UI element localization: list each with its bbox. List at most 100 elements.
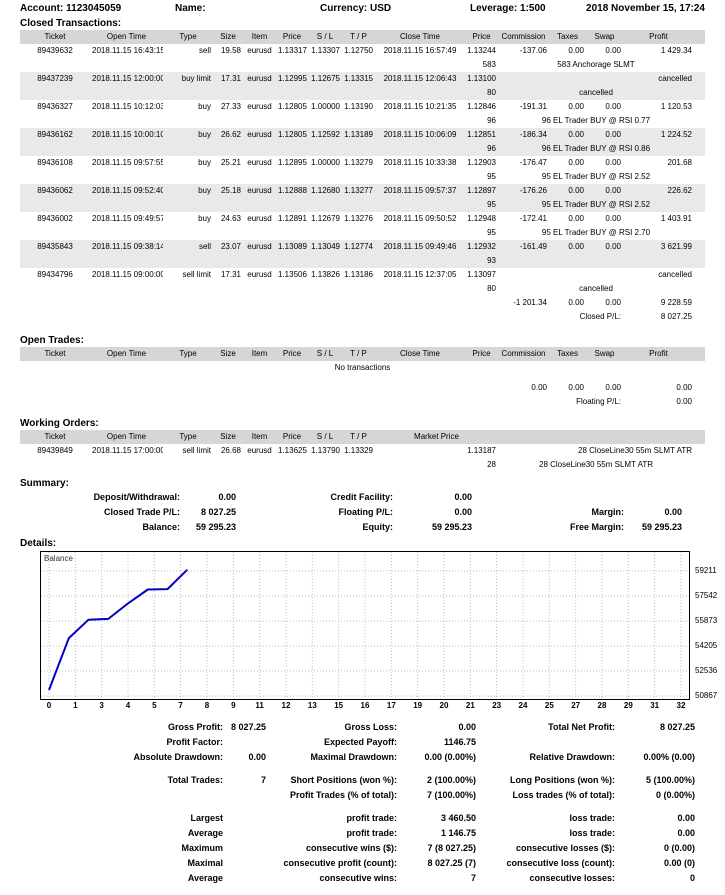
- trade-close-price: 1.12948: [467, 214, 496, 223]
- wo-price: 1.13625: [278, 446, 307, 455]
- trade-swap: 0.00: [605, 214, 621, 223]
- column-header-profit: Profit: [623, 30, 694, 44]
- trade-comment: 95 EL Trader BUY @ RSI 2.52: [541, 172, 651, 181]
- wo-tp: 1.13329: [344, 446, 373, 455]
- floating-pl-row: Floating P/L: 0.00: [20, 395, 705, 409]
- statistics-table: Gross Profit: 8 027.25 Gross Loss: 0.00 Tota…: [20, 720, 705, 886]
- credit-value: 0.00: [454, 492, 472, 502]
- wo-size: 26.68: [220, 446, 241, 455]
- stats-value: 0.00: [677, 813, 695, 823]
- margin-value: 0.00: [664, 507, 682, 517]
- stats-row: Total Trades: 7 Short Positions (won %): 2 …: [20, 773, 705, 788]
- trade-profit: 226.62: [623, 184, 694, 198]
- trade-filler: [694, 170, 705, 184]
- balance-line: [48, 568, 188, 691]
- x-tick-label: 21: [465, 701, 475, 710]
- stats-row: Absolute Drawdown: 0.00 Maximal Drawdown: 0…: [20, 750, 705, 765]
- trade-sl: 1.12675: [308, 72, 342, 86]
- trade-type: buy: [163, 184, 213, 198]
- x-tick-label: 9: [231, 701, 236, 710]
- no-transactions-row: No transactions: [20, 361, 705, 375]
- stats-value: 0 (0.00%): [655, 790, 695, 800]
- trade-row: 89434796 2018.11.15 09:00:00 sell limit 17.…: [20, 268, 705, 282]
- trade-close-price: 1.12897: [465, 184, 498, 198]
- trade-tp: 1.13315: [342, 72, 375, 86]
- trade-item: eurusd: [247, 158, 272, 167]
- trade-price: 1.12805: [278, 102, 307, 111]
- trade-size: 25.18: [213, 184, 243, 198]
- column-header-price: Price: [465, 30, 498, 44]
- x-tick-label: 25: [544, 701, 554, 710]
- working-order-subrow: 28 28 CloseLine30 55m SLMT ATR: [20, 458, 705, 472]
- trade-tp: 1.12774: [342, 240, 375, 254]
- floating-label: Floating P/L:: [338, 507, 394, 517]
- column-header-size: Size: [213, 30, 243, 44]
- wo-market-price: 1.13187: [467, 446, 496, 455]
- stats-filler: [697, 720, 705, 735]
- trade-magic: 583: [482, 60, 496, 69]
- stats-value: 7: [470, 873, 476, 883]
- stats-filler: [697, 841, 705, 856]
- trade-price: 1.12995: [276, 72, 308, 86]
- column-header-commission: Commission: [498, 347, 549, 361]
- trade-blank: [20, 198, 465, 212]
- y-tick-label: 52536: [695, 666, 718, 675]
- column-header-close-time: Close Time: [375, 347, 465, 361]
- trade-close-time: 2018.11.15 10:33:38: [383, 158, 457, 167]
- trade-open-time: 2018.11.15 10:00:10: [90, 128, 163, 142]
- summary-title: Summary:: [20, 478, 69, 489]
- trade-ticket: 89436062: [20, 184, 90, 198]
- stats-value: 0.00 (0): [663, 858, 695, 868]
- trade-magic: 93: [465, 254, 498, 268]
- currency-value: USD: [370, 3, 392, 14]
- stats-label: Total Trades:: [167, 775, 223, 785]
- stats-row: Gross Profit: 8 027.25 Gross Loss: 0.00 Tota…: [20, 720, 705, 735]
- x-tick-label: 31: [650, 701, 660, 710]
- trade-item: eurusd: [247, 46, 272, 55]
- name-label: Name:: [175, 3, 206, 14]
- x-tick-label: 0: [46, 701, 52, 710]
- stats-label: Absolute Drawdown:: [133, 752, 224, 762]
- trade-close-time: 2018.11.15 09:57:37: [375, 184, 465, 198]
- leverage-value: 1:500: [520, 3, 546, 14]
- stats-filler: [697, 788, 705, 803]
- trade-row: 89436108 2018.11.15 09:57:55 buy 25.21 eurus…: [20, 156, 705, 170]
- trade-comment-row: 583 583 Anchorage SLMT: [20, 58, 705, 72]
- column-header-market-price: Market Price: [375, 430, 498, 444]
- account-field: Account: 1123045059: [20, 3, 121, 14]
- y-tick-label: 54205: [695, 641, 718, 650]
- stats-label: Short Positions (won %):: [290, 775, 398, 785]
- trade-blank: [20, 58, 465, 72]
- trade-taxes: 0.00: [568, 46, 584, 55]
- trade-magic: 80: [465, 86, 498, 100]
- account-label: Account:: [20, 3, 64, 14]
- column-header-type: Type: [163, 347, 213, 361]
- column-header-price: Price: [276, 347, 308, 361]
- stats-value: 0: [689, 873, 695, 883]
- trade-ticket: 89436162: [20, 128, 90, 142]
- deposit-value: 0.00: [218, 492, 236, 502]
- trade-blank: [20, 170, 465, 184]
- trade-ticket: 89436002: [37, 214, 73, 223]
- column-header-type: Type: [163, 430, 213, 444]
- stats-label: Loss trades (% of total):: [512, 790, 615, 800]
- trade-magic: 96: [487, 116, 496, 125]
- trade-size: 27.33: [220, 102, 241, 111]
- stats-label: Largest: [190, 813, 223, 823]
- closed-total-taxes: 0.00: [568, 298, 584, 307]
- trade-type: sell: [163, 240, 213, 254]
- currency-label: Currency:: [320, 3, 368, 14]
- y-tick-label: 55873: [695, 616, 718, 625]
- stats-label: profit trade:: [346, 828, 398, 838]
- trade-filler: [694, 268, 705, 282]
- stats-value: [617, 735, 697, 750]
- column-header-ticket: Ticket: [20, 347, 90, 361]
- stats-spacer-row: [20, 803, 705, 811]
- trade-blank: [20, 86, 465, 100]
- balance-chart-plot: [40, 551, 690, 700]
- details-title: Details:: [20, 538, 57, 549]
- trade-close-time: 2018.11.15 12:37:05: [383, 270, 457, 279]
- y-tick-label: 57542: [695, 591, 718, 600]
- trade-comment-row: 93: [20, 254, 705, 268]
